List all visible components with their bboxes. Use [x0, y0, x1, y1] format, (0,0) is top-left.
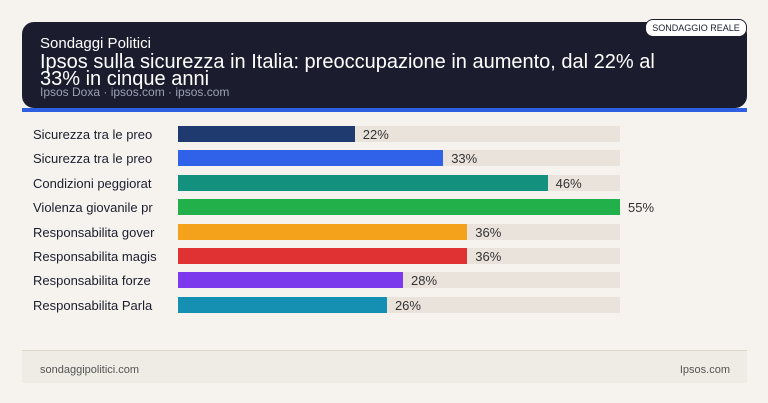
footer-left: sondaggipolitici.com [40, 364, 140, 376]
category-label: Responsabilita magis [33, 249, 157, 264]
footer-right: Ipsos.com [679, 364, 730, 376]
category-label: Responsabilita forze [33, 273, 151, 289]
header-panel [22, 22, 747, 108]
value-label: 46% [555, 175, 582, 191]
value-label: 22% [362, 127, 389, 142]
category-label: Condizioni peggiorat [33, 175, 152, 191]
bar [178, 150, 444, 167]
category-label: Responsabilita gover [33, 224, 155, 240]
bar [178, 296, 387, 313]
value-label: 55% [628, 200, 655, 216]
value-label: 36% [475, 224, 502, 240]
bar [178, 126, 355, 142]
category-label: Responsabilita Parla [33, 297, 153, 313]
header-accent [22, 108, 747, 112]
bar [178, 199, 620, 216]
bar [178, 248, 468, 264]
bar [178, 223, 468, 240]
value-label: 28% [411, 273, 438, 289]
value-label: 26% [394, 297, 421, 313]
bar [178, 174, 548, 191]
category-label: Violenza giovanile pr [33, 200, 153, 216]
badge: SONDAGGIO REALE [645, 19, 747, 37]
bar [178, 272, 404, 289]
category-label: Sicurezza tra le preo [33, 151, 153, 167]
value-label: 33% [451, 151, 478, 167]
source: Ipsos Doxa · ipsos.com · ipsos.com [40, 85, 230, 99]
value-label: 36% [475, 249, 502, 264]
kicker: Sondaggi Politici [40, 35, 151, 52]
category-label: Sicurezza tra le preo [33, 127, 153, 142]
title: Ipsos sulla sicurezza in Italia: preoccu… [40, 51, 655, 90]
footer [22, 350, 747, 383]
